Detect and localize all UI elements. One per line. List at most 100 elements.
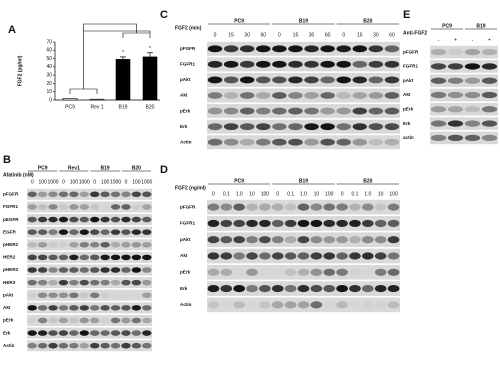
band bbox=[90, 254, 100, 261]
band bbox=[310, 252, 323, 260]
band bbox=[239, 107, 255, 115]
band bbox=[220, 301, 233, 309]
band bbox=[90, 229, 100, 235]
dose-label: 10 bbox=[378, 191, 384, 197]
band bbox=[362, 268, 374, 276]
band bbox=[27, 191, 37, 198]
band bbox=[69, 191, 79, 198]
band bbox=[121, 216, 131, 223]
band bbox=[207, 219, 220, 228]
group-label: B19 bbox=[101, 165, 110, 171]
band bbox=[352, 76, 368, 84]
band bbox=[220, 203, 233, 211]
blot-strip bbox=[430, 102, 498, 116]
band bbox=[362, 203, 374, 211]
blot-strip bbox=[27, 327, 152, 339]
band bbox=[121, 292, 131, 299]
blot-strip bbox=[207, 72, 400, 87]
band bbox=[288, 107, 303, 115]
band bbox=[304, 92, 319, 99]
panel-label: B bbox=[3, 154, 11, 166]
row-label: actin bbox=[403, 135, 414, 140]
band bbox=[37, 317, 48, 324]
group-label: B19 bbox=[299, 18, 308, 24]
band bbox=[239, 76, 255, 84]
band bbox=[142, 267, 152, 273]
band bbox=[110, 241, 121, 248]
band bbox=[90, 191, 100, 198]
band bbox=[323, 236, 336, 244]
band bbox=[256, 123, 271, 131]
band bbox=[79, 267, 89, 273]
band bbox=[387, 236, 400, 244]
band bbox=[100, 191, 110, 198]
band bbox=[69, 292, 79, 299]
band bbox=[37, 279, 48, 286]
band bbox=[368, 45, 384, 53]
panel-label: E bbox=[403, 9, 410, 21]
band bbox=[256, 92, 271, 99]
band bbox=[481, 106, 498, 113]
band bbox=[207, 138, 223, 146]
dose-label: 100 bbox=[132, 179, 141, 185]
blot-strip bbox=[27, 264, 152, 276]
band bbox=[121, 317, 131, 324]
band bbox=[387, 203, 400, 211]
band bbox=[271, 203, 284, 211]
dose-label: 0.1 bbox=[351, 191, 358, 197]
band bbox=[272, 138, 287, 146]
row-label: pEGFR bbox=[3, 217, 19, 222]
band bbox=[384, 45, 400, 53]
group-label: B19 bbox=[299, 178, 308, 184]
row-label: pErk bbox=[3, 318, 14, 323]
band bbox=[336, 219, 348, 228]
band bbox=[69, 305, 79, 311]
row-label: pAkt bbox=[3, 292, 14, 297]
dose-label: + bbox=[488, 37, 491, 43]
blot-strip bbox=[430, 74, 498, 88]
blot-strip bbox=[27, 277, 152, 289]
dose-label: 0.1 bbox=[223, 191, 230, 197]
band bbox=[304, 123, 319, 131]
band bbox=[142, 342, 152, 349]
band bbox=[374, 268, 387, 276]
band bbox=[90, 267, 100, 273]
band bbox=[110, 279, 121, 286]
band bbox=[131, 241, 142, 248]
band bbox=[121, 204, 131, 210]
band bbox=[207, 301, 220, 309]
band bbox=[121, 342, 131, 349]
band bbox=[362, 236, 374, 244]
band bbox=[284, 268, 297, 276]
dose-label: 60 bbox=[261, 32, 267, 38]
band bbox=[256, 138, 271, 146]
band bbox=[447, 120, 464, 127]
band bbox=[90, 317, 100, 324]
band bbox=[90, 305, 100, 311]
band bbox=[256, 107, 271, 115]
band bbox=[349, 219, 361, 228]
band bbox=[100, 267, 110, 273]
band bbox=[349, 252, 361, 260]
band bbox=[481, 49, 498, 56]
band bbox=[349, 268, 361, 276]
band bbox=[464, 77, 481, 84]
band bbox=[131, 191, 142, 198]
band bbox=[481, 77, 498, 84]
blot-strip bbox=[207, 41, 400, 56]
row-label: Actin bbox=[180, 139, 192, 144]
band bbox=[233, 284, 245, 293]
band bbox=[352, 138, 368, 146]
band bbox=[271, 268, 284, 276]
band bbox=[131, 216, 142, 223]
band bbox=[352, 60, 368, 68]
band bbox=[48, 229, 58, 235]
band bbox=[79, 241, 89, 248]
band bbox=[207, 203, 220, 211]
band bbox=[310, 203, 323, 211]
band bbox=[246, 301, 258, 309]
band bbox=[336, 107, 351, 115]
band bbox=[121, 305, 131, 311]
band bbox=[336, 123, 351, 131]
panel-label: C bbox=[160, 9, 168, 21]
